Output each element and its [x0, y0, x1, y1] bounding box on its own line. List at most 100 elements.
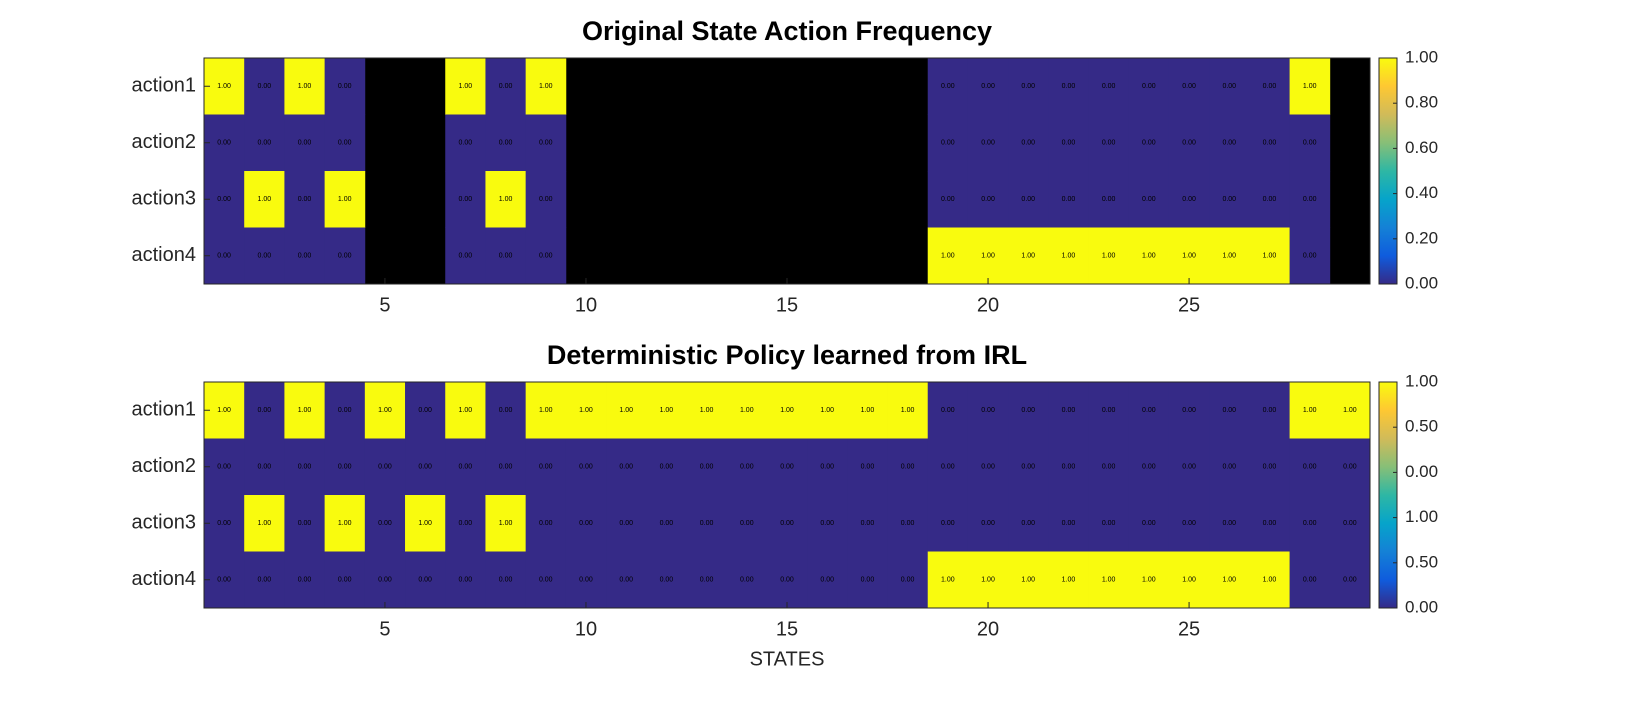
- heatmap-cell: [967, 551, 1009, 609]
- cell-label: 0.00: [1062, 407, 1076, 414]
- cell-label: 0.00: [1102, 196, 1116, 203]
- heatmap-cell: [445, 551, 486, 609]
- heatmap-cell: [606, 438, 647, 496]
- heatmap-cell: [1289, 551, 1331, 609]
- cell-label: 0.00: [700, 577, 714, 584]
- x-tick-label: 20: [977, 294, 999, 316]
- heatmap-cell: [927, 438, 969, 496]
- heatmap-cell: [1048, 438, 1089, 496]
- heatmap-cell: [967, 114, 1009, 172]
- cell-label: 1.00: [740, 407, 754, 414]
- heatmap-cell: [847, 551, 888, 609]
- cell-label: 0.00: [217, 577, 231, 584]
- cell-label: 0.00: [820, 464, 834, 471]
- heatmap-cell: [1128, 551, 1170, 609]
- heatmap-cell: [284, 114, 326, 172]
- heatmap-cell: [1088, 58, 1130, 115]
- cell-label: 0.00: [1102, 83, 1116, 90]
- heatmap-cell: [1289, 171, 1331, 228]
- y-tick-label: action2: [132, 131, 197, 153]
- heatmap-cell: [1249, 171, 1290, 228]
- cell-label: 0.00: [298, 196, 312, 203]
- cell-label: 0.00: [1263, 407, 1277, 414]
- x-tick-label: 20: [977, 618, 999, 640]
- cell-label: 0.00: [1142, 83, 1156, 90]
- cell-label: 0.00: [459, 196, 473, 203]
- cell-label: 0.00: [1102, 140, 1116, 147]
- heatmap-cell: [1289, 114, 1331, 172]
- cell-label: 0.00: [1303, 577, 1317, 584]
- cell-label: 0.00: [1263, 464, 1277, 471]
- cell-label: 1.00: [1062, 577, 1076, 584]
- cell-label: 1.00: [941, 253, 955, 260]
- x-tick-label: 10: [575, 294, 597, 316]
- cell-label: 1.00: [1263, 577, 1277, 584]
- cell-label: 0.00: [1182, 407, 1196, 414]
- heatmap-cell: [244, 551, 285, 609]
- heatmap-cell: [284, 171, 326, 228]
- cell-label: 1.00: [1222, 577, 1236, 584]
- heatmap-cell: [1008, 551, 1049, 609]
- cell-label: 1.00: [298, 83, 312, 90]
- cell-label: 0.00: [941, 83, 955, 90]
- cell-label: 1.00: [981, 253, 995, 260]
- heatmap-cell: [204, 382, 245, 439]
- heatmap-cell: [485, 58, 527, 115]
- cell-label: 0.00: [338, 253, 352, 260]
- heatmap-cell: [646, 495, 687, 552]
- cell-label: 0.00: [1263, 196, 1277, 203]
- heatmap-cell: [244, 495, 285, 552]
- cell-label: 0.00: [1102, 407, 1116, 414]
- colorbar: [1378, 381, 1398, 609]
- cell-label: 0.00: [217, 196, 231, 203]
- cell-label: 0.00: [459, 577, 473, 584]
- cell-label: 0.00: [901, 520, 915, 527]
- cell-label: 1.00: [820, 407, 834, 414]
- heatmap-cell: [445, 58, 486, 115]
- heatmap-cell: [967, 382, 1009, 439]
- heatmap-cell: [364, 438, 406, 496]
- cell-label: 1.00: [378, 407, 392, 414]
- heatmap-cell: [1329, 438, 1371, 496]
- heatmap-cell: [1008, 382, 1049, 439]
- heatmap-cell: [606, 551, 647, 609]
- heatmap-cell: [1289, 382, 1331, 439]
- x-tick-label: 25: [1178, 618, 1200, 640]
- heatmap-cell: [405, 382, 446, 439]
- heatmap-cell: [927, 551, 969, 609]
- heatmap-cell: [1249, 227, 1290, 285]
- heatmap-cell: [646, 382, 687, 439]
- y-tick-label: action3: [132, 512, 197, 534]
- cell-label: 1.00: [1062, 253, 1076, 260]
- cell-label: 1.00: [780, 407, 794, 414]
- cell-label: 1.00: [1263, 253, 1277, 260]
- heatmap-cell: [847, 438, 888, 496]
- heatmap-cell: [686, 551, 728, 609]
- x-tick-label: 5: [379, 618, 390, 640]
- heatmap-cell: [766, 495, 808, 552]
- heatmap-cell: [967, 58, 1009, 115]
- heatmap-cell: [364, 495, 406, 552]
- heatmap-cell: [1168, 171, 1210, 228]
- cell-label: 0.00: [1182, 196, 1196, 203]
- heatmap-cell: [1289, 58, 1331, 115]
- cell-label: 0.00: [619, 520, 633, 527]
- heatmap-cell: [1128, 58, 1170, 115]
- cell-label: 0.00: [1021, 520, 1035, 527]
- cell-label: 0.00: [298, 464, 312, 471]
- heatmap-cell: [726, 551, 768, 609]
- heatmap-cell: [927, 171, 969, 228]
- heatmap-cell: [1088, 551, 1130, 609]
- heatmap-cell: [1209, 114, 1250, 172]
- colorbar-tick-label: 0.20: [1405, 228, 1438, 247]
- cell-label: 0.00: [1222, 83, 1236, 90]
- heatmap-cell: [525, 495, 567, 552]
- heatmap-cell: [967, 227, 1009, 285]
- x-tick-label: 15: [776, 618, 798, 640]
- cell-label: 0.00: [981, 140, 995, 147]
- colorbar-tick-label: 0.80: [1405, 93, 1438, 112]
- cell-label: 0.00: [1021, 140, 1035, 147]
- heatmap-cell: [847, 382, 888, 439]
- cell-label: 0.00: [499, 83, 513, 90]
- heatmap-cell: [485, 551, 527, 609]
